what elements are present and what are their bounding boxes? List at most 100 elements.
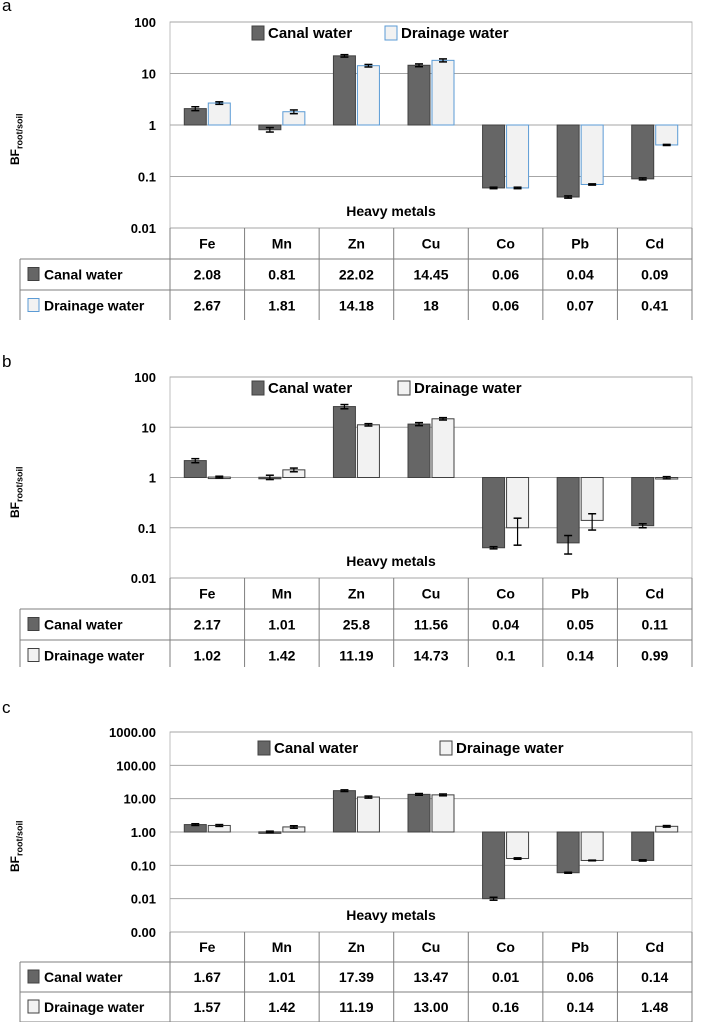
table-value: 18 [423, 298, 439, 314]
bar-canal-cu [407, 423, 431, 479]
table-value: 1.01 [268, 617, 295, 633]
bar-canal-pb [556, 477, 580, 544]
bar-canal-cu [407, 64, 431, 126]
bar-drainage-pb [580, 124, 604, 185]
bar-canal-zn [332, 790, 356, 833]
y-tick-label: 0.01 [131, 571, 156, 586]
table-series-name: Canal water [44, 969, 123, 985]
y-tick-label: 10 [142, 420, 156, 435]
table-value: 14.73 [413, 648, 448, 664]
table-swatch-drainage [27, 999, 40, 1014]
table-value: 1.42 [268, 648, 295, 664]
y-tick-label: 1.00 [131, 825, 156, 840]
legend-label: Canal water [274, 740, 358, 757]
category-label: Mn [272, 939, 292, 955]
category-label: Fe [199, 586, 216, 602]
table-swatch-drainage [27, 298, 40, 312]
table-value: 0.01 [492, 969, 519, 985]
table-swatch-canal [27, 617, 40, 631]
bar-drainage-co [506, 831, 530, 860]
legend-swatch-drainage [384, 25, 398, 41]
panel-c: c BFroot/soil 1000.00 100.00 10.00 1.00 0.10 0.… [0, 698, 708, 1022]
category-label: Zn [348, 939, 365, 955]
table-value: 0.14 [641, 969, 668, 985]
table-value: 0.81 [268, 267, 295, 283]
bar-canal-cd [631, 477, 655, 527]
table-value: 2.08 [194, 267, 221, 283]
table-value: 0.09 [641, 267, 668, 283]
table-value: 13.47 [413, 969, 448, 985]
chart-svg: 100 10 1 0.1 0.01 Heavy metals Canal water Drai… [19, 370, 693, 667]
bar-canal-cd [631, 831, 655, 861]
category-label: Mn [272, 236, 292, 252]
table-series-name: Canal water [44, 267, 123, 283]
y-tick-label: 0.01 [131, 221, 156, 236]
category-label: Cd [645, 939, 664, 955]
table-value: 1.01 [268, 969, 295, 985]
table-series-name: Drainage water [44, 648, 145, 664]
legend-label: Drainage water [401, 25, 509, 42]
panel-b: b BFroot/soil 100 10 1 0.1 0.01 Heavy metals Can… [0, 352, 708, 667]
legend-swatch-canal [251, 380, 265, 396]
y-tick-label: 10 [142, 67, 156, 82]
bar-drainage-cd [655, 124, 679, 146]
table-value: 0.99 [641, 648, 668, 664]
table-value: 17.39 [339, 969, 374, 985]
bar-drainage-fe [207, 102, 231, 126]
table-value: 11.19 [339, 999, 373, 1015]
table-value: 0.05 [567, 617, 594, 633]
table-series-name: Drainage water [44, 298, 145, 314]
bar-canal-zn [332, 55, 356, 126]
category-label: Zn [348, 236, 365, 252]
legend-label: Canal water [268, 380, 352, 397]
table-value: 0.07 [567, 298, 594, 314]
legend-swatch-canal [257, 740, 271, 756]
legend-swatch-canal [251, 25, 265, 41]
category-label: Co [496, 586, 515, 602]
panel-a: a BFroot/soil 100 10 1 0.1 0.01 Heavy metals Can… [0, 0, 708, 320]
table-value: 0.04 [567, 267, 594, 283]
category-label: Mn [272, 586, 292, 602]
chart-svg: 1000.00 100.00 10.00 1.00 0.10 0.01 0.00 Heavy … [19, 725, 693, 1022]
bar-canal-co [482, 477, 506, 549]
table-value: 1.81 [268, 298, 295, 314]
bar-canal-cu [407, 793, 431, 833]
table-value: 14.18 [339, 298, 374, 314]
y-tick-label: 1 [149, 118, 156, 133]
bar-drainage-co [506, 124, 530, 189]
table-value: 2.67 [194, 298, 221, 314]
table-value: 0.04 [492, 617, 519, 633]
table-value: 0.14 [567, 648, 594, 664]
bar-drainage-zn [356, 424, 380, 478]
table-value: 0.1 [496, 648, 516, 664]
category-label: Pb [571, 939, 589, 955]
category-label: Pb [571, 586, 589, 602]
bar-canal-cd [631, 124, 655, 180]
table-value: 0.41 [641, 298, 668, 314]
table-value: 11.56 [414, 617, 448, 633]
chart-svg: 100 10 1 0.1 0.01 Heavy metals Canal water Drai… [19, 15, 693, 320]
legend-label: Drainage water [414, 380, 522, 397]
bar-canal-pb [556, 831, 580, 874]
table-value: 14.45 [413, 267, 448, 283]
category-label: Cd [645, 586, 664, 602]
table-value: 2.17 [194, 617, 221, 633]
x-axis-title: Heavy metals [346, 203, 436, 219]
y-tick-label: 100 [134, 370, 156, 385]
table-swatch-canal [27, 969, 40, 984]
table-value: 0.16 [492, 999, 519, 1015]
y-tick-label: 0.1 [138, 521, 156, 536]
y-tick-label: 0.10 [131, 858, 156, 873]
table-value: 0.06 [492, 267, 519, 283]
y-tick-label: 10.00 [123, 792, 156, 807]
y-tick-label: 1000.00 [109, 725, 156, 740]
category-label: Cu [422, 586, 441, 602]
category-label: Cd [645, 236, 664, 252]
table-value: 1.42 [268, 999, 295, 1015]
table-value: 0.11 [641, 617, 668, 633]
legend-label: Drainage water [456, 740, 564, 757]
category-label: Cu [422, 939, 441, 955]
bar-drainage-cu [431, 59, 455, 126]
table-value: 22.02 [339, 267, 374, 283]
table-value: 1.67 [194, 969, 221, 985]
